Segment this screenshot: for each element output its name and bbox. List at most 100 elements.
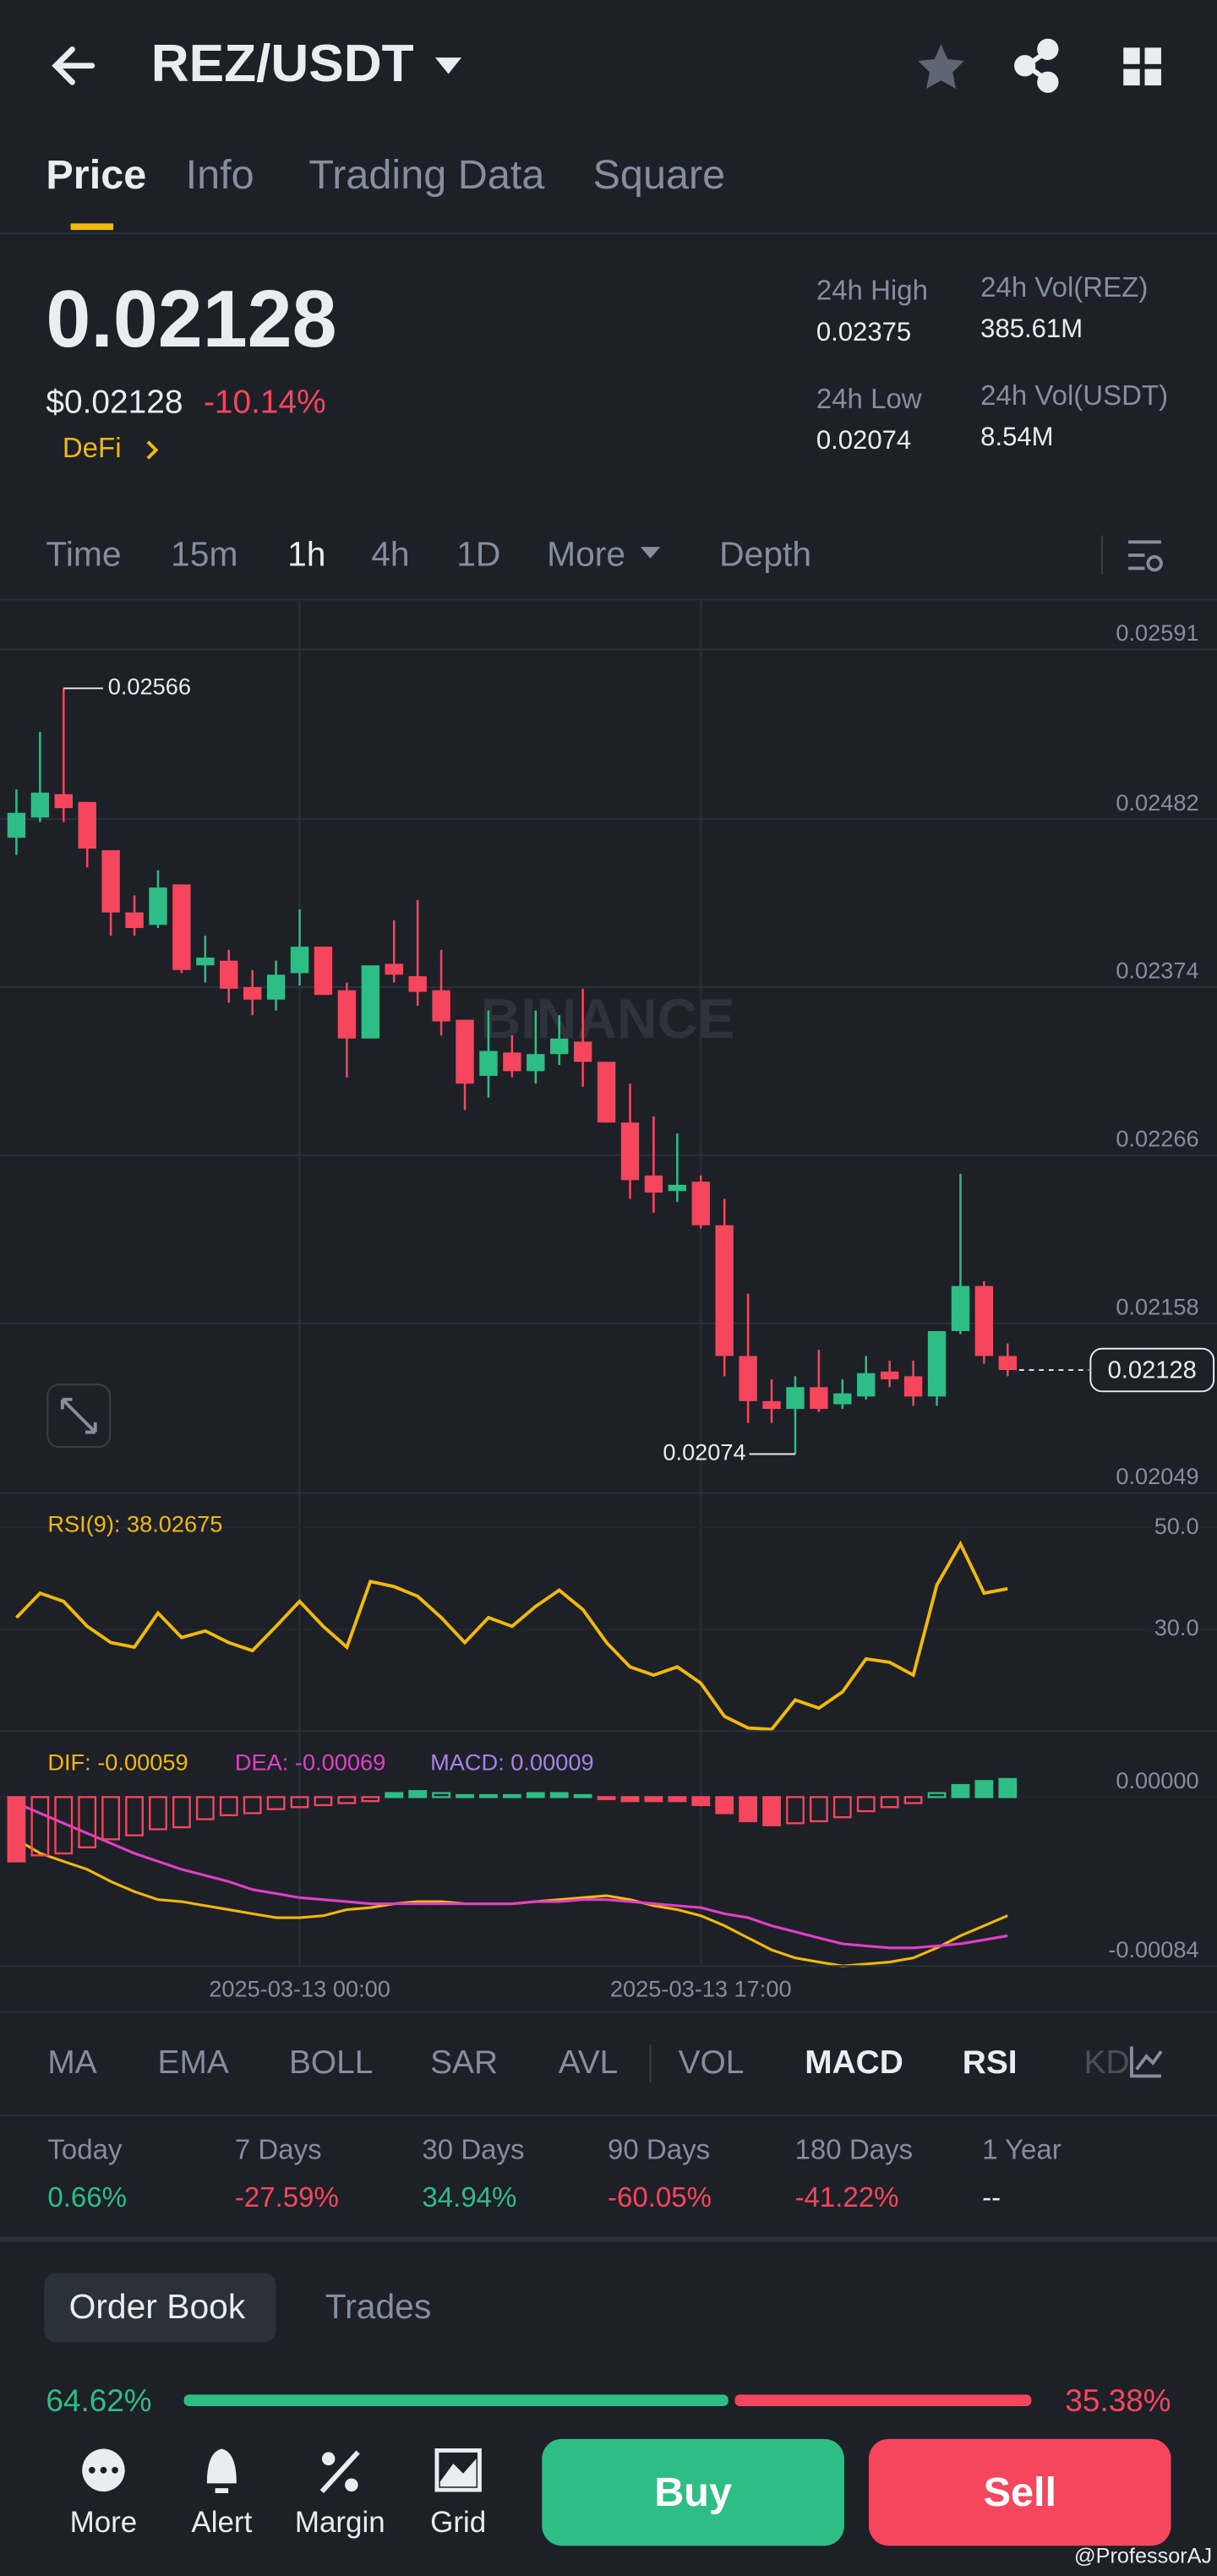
interval-tab[interactable]: Time — [46, 535, 121, 574]
candle-body — [620, 1122, 640, 1181]
period-label: 180 Days — [795, 2134, 913, 2165]
candle-body — [857, 1373, 876, 1397]
macd-bar — [668, 1796, 687, 1803]
sell-button[interactable] — [869, 2438, 1171, 2546]
buy-ratio-label: 64.62% — [46, 2383, 151, 2418]
nav-label[interactable]: Alert — [191, 2506, 252, 2539]
stat-label: 24h High — [816, 275, 928, 306]
candle-body — [739, 1356, 757, 1401]
tab[interactable]: Square — [593, 152, 726, 198]
indicator-tab[interactable]: MA — [47, 2044, 96, 2081]
indicator-tab[interactable]: RSI — [963, 2044, 1018, 2081]
fullscreen-icon — [60, 1397, 97, 1434]
interval-tab[interactable]: 1D — [456, 535, 500, 574]
macd-bar — [715, 1796, 734, 1815]
candle-body — [456, 1019, 474, 1084]
last-price: 0.02128 — [46, 275, 336, 364]
interval-tab[interactable]: Depth — [719, 535, 811, 574]
indicator-tab[interactable]: KD — [1084, 2044, 1130, 2081]
macd-bar — [951, 1783, 970, 1798]
tab[interactable]: Info — [186, 152, 254, 198]
grid-menu-icon[interactable] — [1123, 47, 1161, 86]
last-price-tag: 0.02128 — [1108, 1357, 1197, 1384]
buy-ratio-bar — [183, 2394, 729, 2407]
macd-bar — [739, 1796, 758, 1823]
stat-label: 24h Vol(USDT) — [980, 379, 1168, 411]
nav-label[interactable]: More — [70, 2506, 138, 2539]
candle-body — [361, 965, 380, 1039]
order-tab[interactable]: Trades — [325, 2287, 431, 2326]
indicator-tab[interactable]: SAR — [430, 2044, 498, 2081]
candle-body — [998, 1356, 1017, 1371]
pair-dropdown[interactable] — [434, 57, 462, 74]
favorite-icon[interactable] — [918, 44, 964, 89]
candle-body — [479, 1051, 498, 1076]
nav-label[interactable]: Margin — [295, 2506, 385, 2539]
macd-bar — [998, 1777, 1018, 1798]
buy-button[interactable] — [542, 2438, 844, 2546]
tab[interactable]: Trading Data — [308, 152, 545, 198]
macd-bar — [361, 1796, 380, 1803]
pair-title[interactable]: REZ/USDT — [151, 35, 414, 93]
candle-body — [408, 976, 427, 992]
sector-tag[interactable]: DeFi — [63, 432, 122, 463]
interval-tab[interactable]: More — [547, 535, 625, 574]
stat-label: 24h Vol(REZ) — [980, 271, 1148, 303]
interval-tab[interactable]: 1h — [287, 535, 325, 574]
macd-bar — [549, 1792, 569, 1798]
fiat-price: $0.02128 — [46, 384, 183, 420]
tab-indicator — [70, 223, 114, 231]
x-tick-label: 2025-03-13 00:00 — [209, 1976, 390, 2002]
y-tick-label: 0.02374 — [1116, 958, 1198, 984]
more-dots — [88, 2466, 118, 2474]
candle-body — [550, 1038, 569, 1055]
x-tick-label: 2025-03-13 17:00 — [610, 1976, 792, 2002]
candle-body — [715, 1225, 734, 1356]
buy-label[interactable]: Buy — [654, 2470, 732, 2515]
stat-value: 8.54M — [980, 422, 1053, 451]
y-tick-label: -0.00084 — [1108, 1936, 1198, 1962]
min-marker-label: 0.02074 — [663, 1439, 745, 1465]
order-tab[interactable]: Order Book — [69, 2287, 246, 2326]
candle-body — [385, 963, 403, 975]
candle-body — [314, 947, 333, 996]
indicator-tab[interactable]: BOLL — [289, 2044, 373, 2081]
stat-value: 0.02375 — [816, 317, 911, 347]
candle-body — [172, 884, 191, 970]
indicator-tab[interactable]: AVL — [559, 2044, 619, 2081]
fullscreen-button[interactable] — [46, 1384, 112, 1449]
macd-bar — [54, 1796, 74, 1855]
tab[interactable]: Price — [46, 152, 146, 198]
order-tab-active[interactable] — [44, 2273, 276, 2343]
candle-body — [691, 1182, 710, 1225]
y-tick-label: 30.0 — [1154, 1614, 1199, 1640]
back-button[interactable] — [52, 46, 96, 85]
candle-body — [503, 1052, 521, 1072]
period-label: 90 Days — [608, 2134, 710, 2165]
macd-bar — [479, 1793, 498, 1798]
indicator-settings-icon[interactable] — [1130, 2046, 1163, 2078]
macd-bar — [243, 1796, 262, 1815]
indicator-tab[interactable]: MACD — [805, 2044, 903, 2081]
candle-body — [149, 887, 167, 925]
period-change: -60.05% — [608, 2181, 712, 2213]
interval-tab[interactable]: 4h — [371, 535, 409, 574]
nav-label[interactable]: Grid — [430, 2506, 486, 2539]
share-icon[interactable] — [1014, 38, 1059, 93]
interval-tab[interactable]: 15m — [171, 535, 237, 574]
indicator-tab[interactable]: VOL — [679, 2044, 745, 2081]
candle-body — [974, 1285, 994, 1356]
macd-bar — [620, 1796, 640, 1803]
sell-label[interactable]: Sell — [984, 2470, 1056, 2515]
nav-icons — [82, 2448, 482, 2494]
macd-bar — [30, 1796, 50, 1857]
y-tick-label: 0.00000 — [1116, 1767, 1198, 1793]
macd-bar — [597, 1796, 616, 1800]
last-price-box — [1089, 1347, 1215, 1393]
indicator-tab[interactable]: EMA — [158, 2044, 229, 2081]
macd-bar — [125, 1796, 144, 1836]
y-tick-label: 0.02158 — [1116, 1293, 1198, 1319]
chart-settings-icon[interactable] — [1128, 540, 1163, 572]
